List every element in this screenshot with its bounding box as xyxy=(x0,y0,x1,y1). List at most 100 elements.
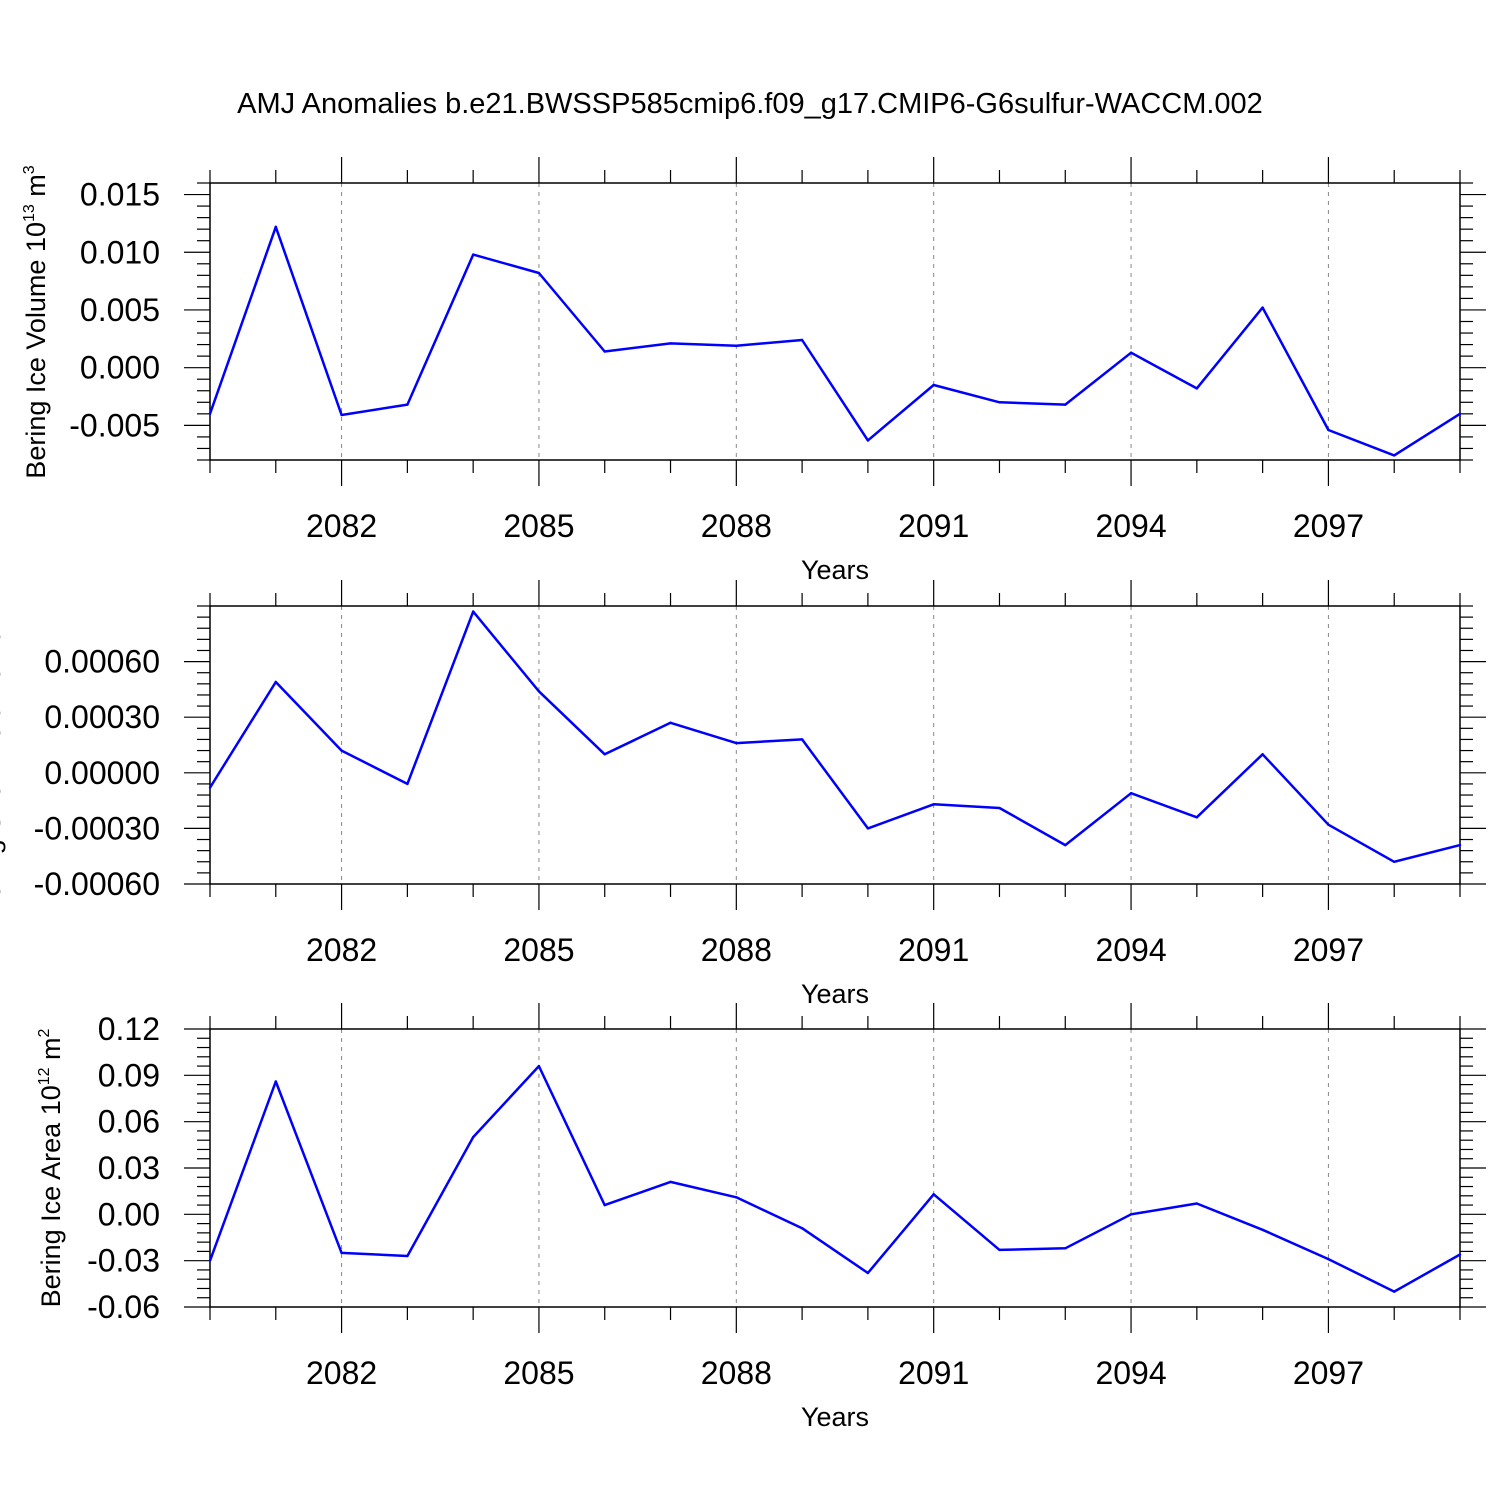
y-tick-label: -0.06 xyxy=(87,1289,160,1325)
y-tick-label: 0.00030 xyxy=(44,699,160,735)
data-point xyxy=(669,1180,672,1184)
data-point xyxy=(274,225,277,229)
x-tick-label: 2094 xyxy=(1095,932,1166,968)
data-point xyxy=(406,782,409,786)
data-point xyxy=(406,1254,409,1258)
series-line xyxy=(208,225,1461,457)
data-point xyxy=(406,403,409,406)
data-point xyxy=(735,741,738,745)
data-point xyxy=(1261,1228,1264,1231)
data-point xyxy=(1261,753,1264,756)
data-point xyxy=(1064,1247,1067,1250)
chart-panel-3: 2082 2085 2088 2091 2094 2097 0.12 0.09 0.06 0.03… xyxy=(36,1003,1486,1432)
data-point xyxy=(1064,843,1067,847)
y-axis-label: Bering Ice Area 1012 m2 xyxy=(36,1028,66,1307)
x-tick-label: 2088 xyxy=(701,932,772,968)
x-tick-label: 2094 xyxy=(1095,508,1166,544)
y-axis-label: Bering Ice Volume 1013 m3 xyxy=(21,165,51,478)
data-point xyxy=(1327,1257,1330,1261)
data-point xyxy=(800,738,804,741)
x-tick-label: 2082 xyxy=(306,1355,377,1391)
data-point xyxy=(603,350,606,353)
data-point xyxy=(998,1248,1001,1252)
y-tick-label: -0.00060 xyxy=(34,866,160,902)
plot-frame xyxy=(209,182,1461,461)
y-axis-label: Bering Snow Volume 1013 m3 xyxy=(0,572,6,917)
data-point xyxy=(1129,791,1133,795)
y-tick-label: 0.03 xyxy=(98,1150,160,1186)
x-tick-label: 2082 xyxy=(306,932,377,968)
y-tick-label: 0.06 xyxy=(98,1104,160,1140)
y-tick-label: 0.010 xyxy=(80,234,160,270)
figure-title: AMJ Anomalies b.e21.BWSSP585cmip6.f09_g1… xyxy=(237,88,1263,120)
data-point xyxy=(932,383,935,387)
data-point xyxy=(1327,823,1330,826)
data-point xyxy=(340,413,343,417)
data-point xyxy=(1064,403,1067,406)
data-point xyxy=(1393,1290,1396,1293)
y-tick-label: 0.12 xyxy=(98,1011,160,1047)
data-point xyxy=(800,1227,804,1230)
data-point xyxy=(471,610,475,613)
x-tick-label: 2097 xyxy=(1293,508,1364,544)
data-point xyxy=(274,680,277,684)
x-tick-label: 2082 xyxy=(306,508,377,544)
data-point xyxy=(866,439,870,442)
data-point xyxy=(998,806,1001,810)
x-tick-label: 2085 xyxy=(503,932,574,968)
x-tick-label: 2094 xyxy=(1095,1355,1166,1391)
x-tick-label: 2085 xyxy=(503,508,574,544)
data-point xyxy=(669,721,672,724)
data-point xyxy=(866,1271,870,1275)
data-point xyxy=(1195,387,1199,390)
series-line xyxy=(208,1064,1461,1293)
data-point xyxy=(274,1080,277,1083)
data-point xyxy=(735,344,738,347)
data-point xyxy=(537,690,541,693)
x-tick-label: 2097 xyxy=(1293,932,1364,968)
x-tick-label: 2091 xyxy=(898,508,969,544)
x-tick-label: 2088 xyxy=(701,1355,772,1391)
x-axis-label: Years xyxy=(801,979,869,1009)
chart-panel-2: 2082 2085 2088 2091 2094 2097 0.00060 0.00030 0.… xyxy=(0,572,1486,1009)
data-point xyxy=(340,1251,343,1255)
data-point xyxy=(603,753,606,756)
data-point xyxy=(1393,454,1396,457)
y-tick-label: 0.015 xyxy=(80,177,160,213)
y-tick-label: -0.005 xyxy=(69,407,160,443)
y-tick-label: -0.03 xyxy=(87,1243,160,1279)
data-point xyxy=(471,1135,475,1139)
data-point xyxy=(603,1203,606,1207)
x-tick-label: 2085 xyxy=(503,1355,574,1391)
data-point xyxy=(208,412,212,416)
data-point xyxy=(1458,843,1462,847)
data-point xyxy=(735,1196,738,1199)
data-point xyxy=(866,827,870,830)
y-tick-label: 0.000 xyxy=(80,350,160,386)
y-tick-label: -0.00030 xyxy=(34,810,160,846)
series-line xyxy=(208,610,1461,864)
data-point xyxy=(1393,860,1396,863)
x-tick-label: 2091 xyxy=(898,1355,969,1391)
data-point xyxy=(1195,1202,1199,1205)
data-point xyxy=(1458,1253,1462,1256)
x-tick-label: 2091 xyxy=(898,932,969,968)
data-point xyxy=(932,1193,935,1196)
data-point xyxy=(1458,412,1462,416)
data-point xyxy=(1129,351,1133,354)
chart-panel-1: 2082 2085 2088 2091 2094 2097 0.015 0.010 0.005 0… xyxy=(21,157,1486,585)
x-tick-label: 2097 xyxy=(1293,1355,1364,1391)
y-tick-label: 0.00060 xyxy=(44,644,160,680)
data-point xyxy=(800,338,804,342)
data-point xyxy=(340,749,343,752)
plot-frame xyxy=(209,605,1461,885)
y-tick-label: 0.00 xyxy=(98,1196,160,1232)
plot-frame xyxy=(209,1028,1461,1308)
data-point xyxy=(208,1259,212,1262)
y-tick-label: 0.005 xyxy=(80,292,160,328)
data-point xyxy=(1327,428,1330,432)
data-point xyxy=(1129,1213,1133,1216)
data-point xyxy=(1195,816,1199,819)
x-axis-label: Years xyxy=(801,1402,869,1432)
